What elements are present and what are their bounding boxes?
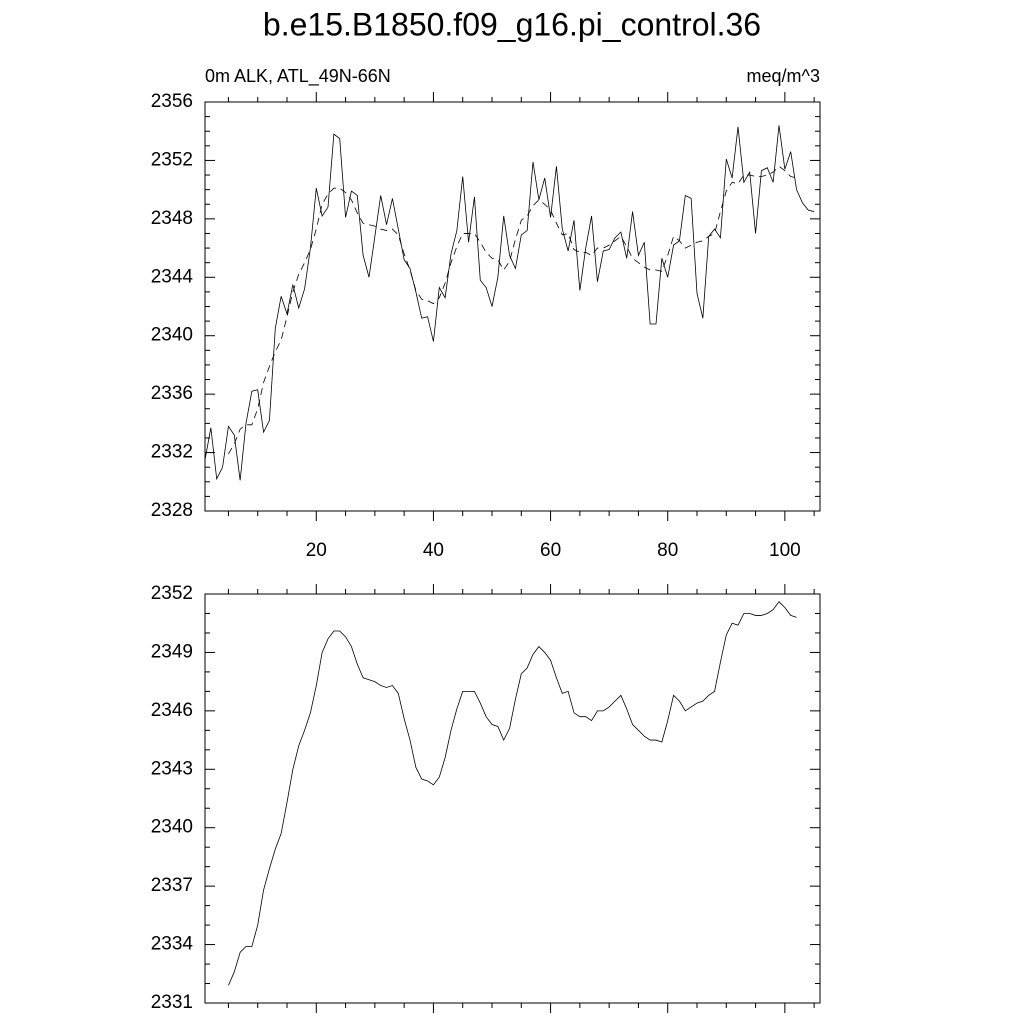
y-tick-label: 2340 [151, 325, 193, 346]
series-line [204, 125, 815, 481]
y-tick-label: 2352 [151, 583, 193, 604]
series-line [228, 165, 797, 455]
y-tick-label: 2331 [151, 992, 193, 1013]
x-tick-label: 100 [769, 540, 801, 561]
subtitle-right: meq/m^3 [747, 66, 820, 86]
y-tick-label: 2348 [151, 208, 193, 229]
y-tick-label: 2352 [151, 149, 193, 170]
y-tick-label: 2337 [151, 875, 193, 896]
x-tick-label: 40 [423, 540, 444, 561]
y-tick-label: 2336 [151, 383, 193, 404]
y-tick-label: 2343 [151, 758, 193, 779]
chart-title: b.e15.B1850.f09_g16.pi_control.36 [263, 6, 761, 42]
y-tick-label: 2332 [151, 442, 193, 463]
y-tick-label: 2340 [151, 817, 193, 838]
plot-frame [204, 593, 821, 1004]
y-tick-label: 2356 [151, 91, 193, 112]
y-tick-label: 2328 [151, 500, 193, 521]
x-tick-label: 80 [657, 540, 678, 561]
y-tick-label: 2346 [151, 700, 193, 721]
x-tick-label: 20 [306, 540, 327, 561]
subtitle-left: 0m ALK, ATL_49N-66N [205, 66, 391, 87]
y-tick-label: 2344 [151, 266, 194, 287]
y-tick-label: 2349 [151, 641, 193, 662]
series-line [228, 601, 797, 986]
x-tick-label: 60 [540, 540, 561, 561]
y-tick-label: 2334 [151, 934, 194, 955]
